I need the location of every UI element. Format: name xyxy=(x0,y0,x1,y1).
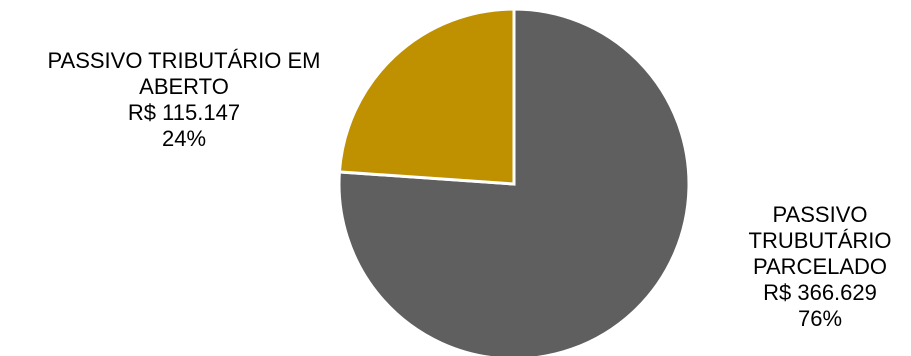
slice-value-label: R$ 366.629 xyxy=(763,280,877,305)
slice-label-passivo-aberto: PASSIVO TRIBUTÁRIO EM ABERTO R$ 115.147 … xyxy=(0,48,368,152)
slice-percent-label: 24% xyxy=(161,126,207,151)
slice-label-line: TRUBUTÁRIO xyxy=(748,228,892,253)
slice-label-passivo-parcelado: PASSIVO TRUBUTÁRIO PARCELADO R$ 366.629 … xyxy=(720,202,911,332)
slice-label-line: ABERTO xyxy=(139,74,229,99)
slice-label-line: PASSIVO TRIBUTÁRIO EM xyxy=(47,48,321,73)
pie-slice-passivo-aberto xyxy=(337,7,516,186)
slice-label-line: PARCELADO xyxy=(752,254,888,279)
slice-value-label: R$ 115.147 xyxy=(127,100,241,125)
slice-percent-label: 76% xyxy=(797,306,843,331)
slice-label-line: PASSIVO xyxy=(772,202,868,227)
pie-slices xyxy=(337,7,691,356)
